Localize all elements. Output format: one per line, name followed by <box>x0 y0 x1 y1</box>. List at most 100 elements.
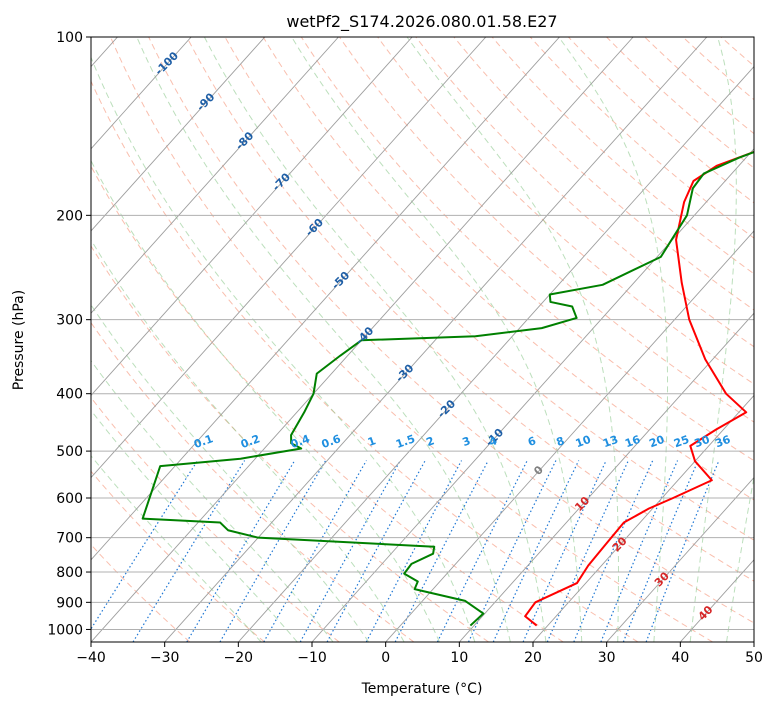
moist-adiabat-line <box>136 37 511 642</box>
x-axis-label: Temperature (°C) <box>361 681 483 697</box>
dry-adiabat-line <box>491 37 754 275</box>
mixing-ratio-label: 0.1 <box>192 432 215 451</box>
y-tick-label: 800 <box>56 565 83 581</box>
y-tick-label: 700 <box>56 531 83 547</box>
mixing-ratio-label: 0.4 <box>289 432 312 451</box>
dry-adiabat-line <box>224 37 754 541</box>
x-tick-label: 30 <box>598 650 616 666</box>
x-tick-label: 20 <box>524 650 542 666</box>
dry-adiabat-line <box>91 245 489 642</box>
plot-frame <box>90 36 755 643</box>
dry-adiabat-line <box>91 321 415 642</box>
dry-adiabat-line <box>186 37 754 582</box>
mixing-ratio-label: 2 <box>424 434 436 449</box>
mixing-ratio-label: 10 <box>574 433 593 451</box>
y-tick-label: 500 <box>56 444 83 460</box>
mixing-ratio-label: 25 <box>672 433 691 450</box>
isotherm-line <box>91 37 266 232</box>
moist-adiabat-line <box>689 37 737 642</box>
y-tick-label: 400 <box>56 387 83 403</box>
profile-line-2 <box>141 151 754 627</box>
mixing-ratio-label: 0.6 <box>320 432 343 451</box>
moist-adiabat-line <box>91 455 262 642</box>
isotherm-line <box>91 37 192 150</box>
x-tick-label: −10 <box>297 650 327 666</box>
moist-adiabat-line <box>406 37 619 642</box>
dry-adiabat-line <box>91 165 564 642</box>
x-tick-label: −20 <box>224 650 254 666</box>
mixing-ratio-label: 0.2 <box>239 432 262 451</box>
isotherm-line <box>606 476 754 642</box>
x-tick-label: 10 <box>450 650 468 666</box>
mixing-ratio-label: 30 <box>693 433 712 451</box>
mixing-ratio-label: 3 <box>461 434 473 449</box>
dry-adiabat-line <box>415 37 754 348</box>
mixing-ratio-label: 36 <box>713 433 732 451</box>
y-tick-label: 200 <box>56 208 83 224</box>
dry-adiabat-line <box>148 37 754 624</box>
mixing-ratio-line <box>219 460 327 642</box>
mixing-ratio-line <box>622 460 699 642</box>
mixing-ratio-line <box>467 460 557 642</box>
mixing-ratio-label: 16 <box>623 433 642 451</box>
dry-adiabat-line <box>339 37 754 423</box>
isotherm-line <box>164 37 708 642</box>
moist-adiabat-line <box>91 238 405 642</box>
mixing-ratio-line <box>186 460 296 642</box>
isotherm-line <box>385 230 754 642</box>
moist-adiabat-line <box>91 409 298 642</box>
axis-ticks: −40 −30 −20 −10 0 10 20 30 40 5010020030040050060… <box>47 30 763 666</box>
y-tick-label: 900 <box>56 595 83 611</box>
moist-adiabat-line <box>91 303 370 642</box>
isotherm-line <box>311 148 754 642</box>
x-tick-label: −40 <box>76 650 106 666</box>
isotherm-line <box>91 37 413 397</box>
dry-adiabat-line <box>377 37 754 385</box>
mixing-ratio-label: 20 <box>647 433 666 451</box>
moist-adiabat-line <box>726 474 754 642</box>
dry-adiabat-line <box>110 37 713 642</box>
isotherm-line <box>91 37 487 479</box>
moist-adiabat-line <box>91 159 440 642</box>
series-layer <box>141 150 754 627</box>
mixing-ratio-line <box>299 460 401 642</box>
mixing-ratio-label: 13 <box>601 433 620 450</box>
dry-adiabat-line <box>91 396 340 642</box>
x-tick-label: −30 <box>150 650 180 666</box>
mixing-ratio-line <box>573 460 654 642</box>
isotherm-line <box>532 394 754 642</box>
moist-adiabat-line <box>558 37 669 642</box>
mixing-ratio-line <box>522 460 607 642</box>
moist-adiabat-line <box>291 37 583 642</box>
mixing-ratio-line <box>645 460 720 642</box>
mixing-ratio-line <box>436 460 528 642</box>
y-tick-label: 300 <box>56 313 83 329</box>
profile-line-1 <box>524 150 754 627</box>
moist-adiabat-line <box>91 359 334 642</box>
y-tick-label: 600 <box>56 491 83 507</box>
dry-adiabat-line <box>529 37 754 239</box>
mixing-ratio-label: 8 <box>555 434 567 449</box>
isotherm-line <box>458 312 754 642</box>
x-tick-label: 40 <box>671 650 689 666</box>
y-axis-label: Pressure (hPa) <box>11 290 27 390</box>
dry-adiabat-line <box>453 37 754 311</box>
mixing-ratio-label: 6 <box>526 434 538 449</box>
x-tick-label: 0 <box>381 650 390 666</box>
chart-title: wetPf2_S174.2026.080.01.58.E27 <box>286 12 557 32</box>
mixing-ratio-line <box>132 460 246 642</box>
mixing-ratio-label: 1.5 <box>394 432 417 451</box>
x-tick-label: 50 <box>745 650 763 666</box>
mixing-ratio-line <box>600 460 679 642</box>
mixing-ratio-label: 1 <box>366 434 378 449</box>
mixing-ratio-line <box>492 460 580 642</box>
dry-adiabat-line <box>91 80 639 642</box>
isotherm-line <box>91 37 560 561</box>
background-lines <box>91 37 754 642</box>
mixing-ratio-label: 4 <box>487 434 499 449</box>
y-tick-label: 100 <box>56 30 83 46</box>
dry-adiabat-line <box>262 37 754 501</box>
y-tick-label: 1000 <box>47 622 83 638</box>
isotherm-line <box>91 37 339 314</box>
